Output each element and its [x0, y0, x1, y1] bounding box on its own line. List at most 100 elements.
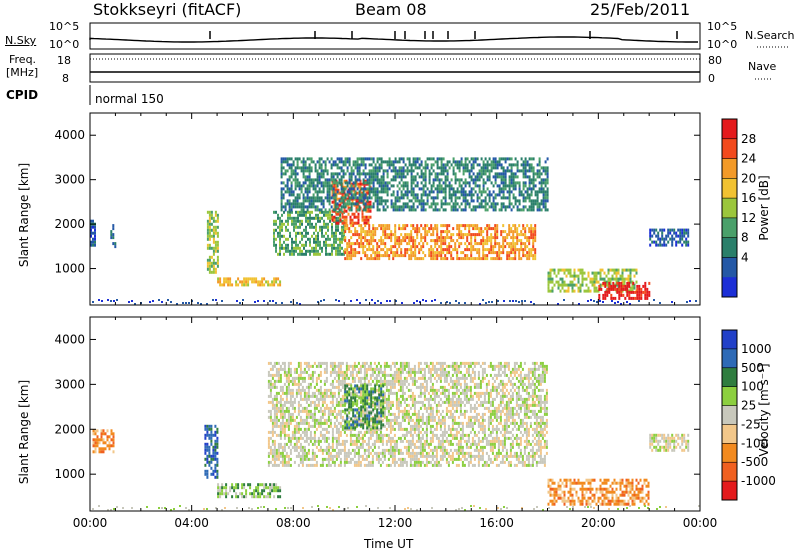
data-cell	[353, 367, 356, 371]
data-cell	[466, 163, 469, 167]
data-cell	[353, 364, 356, 368]
data-cell	[279, 252, 281, 256]
data-cell	[295, 240, 297, 244]
data-cell	[286, 187, 289, 191]
data-cell	[484, 157, 487, 161]
data-cell	[335, 219, 337, 223]
data-cell	[273, 219, 275, 223]
data-cell	[400, 251, 403, 255]
data-cell	[285, 406, 288, 410]
data-cell	[412, 157, 415, 161]
data-cell	[339, 237, 341, 241]
data-cell	[321, 234, 323, 238]
data-cell	[428, 251, 431, 255]
data-cell	[420, 233, 423, 237]
data-cell	[223, 486, 226, 490]
data-cell	[247, 483, 250, 487]
data-cell	[294, 166, 297, 170]
data-cell	[290, 175, 293, 179]
data-cell	[214, 442, 217, 446]
data-cell	[544, 178, 547, 182]
data-cell	[347, 451, 350, 455]
data-cell	[311, 451, 314, 455]
data-cell	[295, 430, 298, 434]
data-cell	[285, 421, 288, 425]
data-cell	[358, 205, 361, 209]
data-cell	[384, 251, 387, 255]
data-cell	[377, 427, 380, 431]
data-cell	[229, 486, 232, 490]
data-cell	[374, 199, 377, 203]
data-cell	[316, 169, 319, 173]
data-cell	[297, 463, 300, 467]
data-cell	[282, 181, 285, 185]
data-cell	[333, 218, 336, 222]
data-cell	[344, 172, 347, 176]
data-cell	[373, 376, 376, 380]
data-cell	[305, 225, 307, 229]
data-cell	[289, 231, 291, 235]
data-cell	[408, 239, 411, 243]
data-cell	[331, 445, 334, 449]
data-cell	[504, 157, 507, 161]
data-cell	[217, 280, 220, 284]
data-cell	[358, 224, 361, 228]
data-cell	[440, 178, 443, 182]
data-cell	[440, 160, 443, 164]
data-cell	[323, 370, 326, 374]
data-cell	[624, 284, 627, 288]
data-cell	[357, 439, 360, 443]
data-cell	[337, 427, 340, 431]
data-cell	[357, 376, 360, 380]
data-cell	[384, 233, 387, 237]
data-cell	[346, 257, 349, 261]
data-cell	[579, 268, 582, 272]
data-cell	[486, 224, 489, 228]
data-cell	[619, 274, 622, 278]
data-cell	[374, 239, 377, 243]
data-cell	[290, 157, 293, 161]
ground-scatter-cell	[401, 302, 403, 304]
data-cell	[90, 240, 92, 244]
data-cell	[235, 486, 238, 490]
data-cell	[490, 236, 493, 240]
data-cell	[478, 184, 481, 188]
data-cell	[323, 421, 326, 425]
data-cell	[357, 457, 360, 461]
data-cell	[318, 157, 321, 161]
data-cell	[333, 376, 336, 380]
data-cell	[335, 412, 338, 416]
data-cell	[653, 231, 656, 235]
data-cell	[292, 172, 295, 176]
data-cell	[326, 184, 329, 188]
data-cell	[326, 199, 329, 203]
data-cell	[361, 442, 364, 446]
data-cell	[301, 213, 303, 217]
data-cell	[490, 181, 493, 185]
data-cell	[606, 287, 609, 291]
data-cell	[386, 184, 389, 188]
data-cell	[208, 460, 211, 464]
data-cell	[341, 442, 344, 446]
data-cell	[683, 234, 686, 238]
data-cell	[305, 370, 308, 374]
data-cell	[285, 418, 288, 422]
data-cell	[530, 193, 533, 197]
data-cell	[432, 199, 435, 203]
data-cell	[366, 157, 369, 161]
data-cell	[532, 199, 535, 203]
data-cell	[683, 231, 686, 235]
data-cell	[416, 224, 419, 228]
data-cell	[281, 397, 284, 401]
data-cell	[275, 361, 278, 365]
data-cell	[404, 254, 407, 258]
data-cell	[412, 193, 415, 197]
data-cell	[434, 172, 437, 176]
data-cell	[269, 400, 272, 404]
data-cell	[476, 242, 479, 246]
data-cell	[474, 190, 477, 194]
data-cell	[293, 379, 296, 383]
data-cell	[384, 199, 387, 203]
data-cell	[299, 231, 301, 235]
data-cell	[210, 457, 213, 461]
